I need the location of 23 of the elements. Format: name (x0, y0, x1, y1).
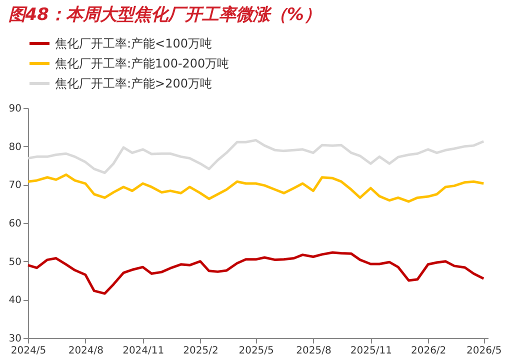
x-tick-label: 2024/11 (122, 346, 164, 356)
y-tick-label: 40 (8, 295, 22, 306)
y-tick-label: 30 (8, 334, 22, 344)
y-tick-label: 60 (8, 218, 22, 230)
x-tick-label: 2025/5 (238, 346, 274, 356)
x-tick-label: 2025/8 (296, 346, 332, 356)
legend-label: 焦化厂开工率:产能100-200万吨 (55, 56, 230, 70)
x-tick-label: 2026/5 (466, 346, 502, 356)
y-tick-label: 90 (8, 104, 22, 114)
line-series (26, 251, 485, 295)
x-tick-label: 2026/2 (410, 346, 446, 356)
y-tick-label: 70 (8, 180, 22, 192)
x-tick-label: 2025/11 (350, 346, 392, 356)
x-tick-label: 2025/2 (183, 346, 218, 356)
x-tick-label: 2024/8 (68, 346, 104, 356)
y-tick-label: 80 (8, 142, 22, 153)
line-series (26, 173, 485, 203)
legend-label: 焦化厂开工率:产能<100万吨 (55, 36, 212, 50)
line-series (26, 138, 485, 174)
chart-title: 图48：本周大型焦化厂开工率微涨（%） (8, 5, 321, 25)
legend-label: 焦化厂开工率:产能>200万吨 (55, 76, 212, 90)
x-tick-label: 2024/5 (10, 346, 46, 356)
y-tick-label: 50 (8, 256, 22, 268)
